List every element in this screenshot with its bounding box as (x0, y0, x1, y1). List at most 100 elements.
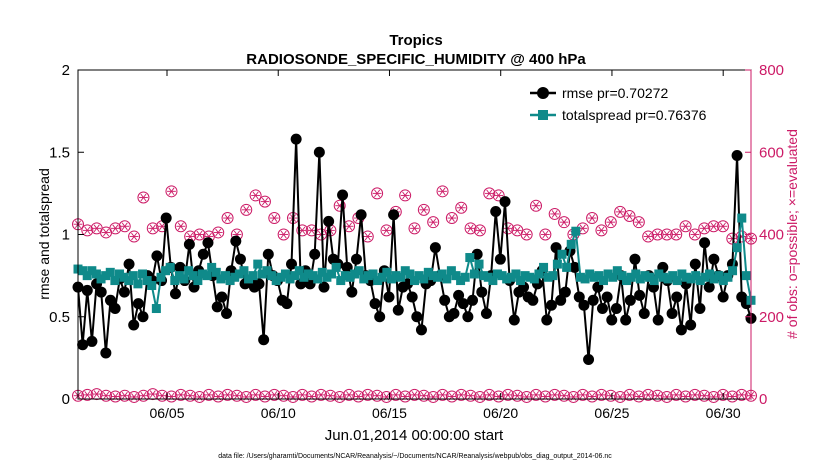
obs-upper-point (408, 222, 421, 235)
obs-possible-marker (408, 388, 421, 401)
obs-possible-marker (184, 389, 197, 402)
obs-possible-marker (268, 388, 281, 401)
rmse-point (708, 253, 720, 265)
totalspread-point (511, 269, 521, 279)
rmse-point (253, 278, 265, 290)
obs-possible-marker (193, 228, 206, 241)
obs-possible-marker (361, 388, 374, 401)
totalspread-point (548, 271, 558, 281)
obs-lower-point (698, 389, 711, 402)
obs-evaluated-stroke (187, 391, 194, 400)
totalspread-point (133, 279, 143, 289)
totalspread-point (428, 271, 438, 281)
obs-evaluated-stroke (346, 391, 353, 399)
obs-lower-point (679, 390, 692, 403)
obs-possible-marker (109, 222, 122, 235)
obs-evaluated-stroke (140, 193, 147, 202)
totalspread-point (188, 271, 198, 281)
rmse-point (290, 133, 302, 145)
obs-evaluated-stroke (177, 391, 184, 399)
totalspread-point (354, 266, 364, 276)
totalspread-point (705, 269, 715, 279)
totalspread-point (87, 266, 97, 276)
obs-upper-point (473, 224, 486, 237)
obs-possible-marker (371, 389, 384, 402)
rmse-point (286, 258, 298, 270)
totalspread-point (377, 272, 387, 282)
rmse-point (699, 237, 711, 249)
obs-possible-marker (417, 203, 430, 216)
obs-possible-marker (520, 228, 533, 241)
totalspread-point (119, 272, 129, 282)
obs-evaluated-stroke (719, 222, 726, 231)
obs-evaluated-stroke (504, 391, 511, 399)
rmse-point (476, 286, 488, 298)
obs-possible-marker (249, 189, 262, 202)
rmse-point (95, 286, 107, 298)
x-tick-label: 06/25 (594, 405, 629, 421)
rmse-point (406, 291, 418, 303)
obs-possible-marker (90, 388, 103, 401)
totalspread-point (184, 266, 194, 276)
totalspread-point (488, 276, 498, 286)
obs-evaluated-stroke (523, 230, 530, 239)
obs-possible-marker (399, 390, 412, 403)
rmse-point (197, 248, 209, 260)
footnote: data file: /Users/gharamti/Documents/NCA… (218, 453, 612, 460)
totalspread-point (345, 272, 355, 282)
obs-evaluated-stroke (561, 218, 568, 226)
rmse-point (606, 314, 618, 326)
rmse-point (221, 307, 233, 319)
obs-lower-point (651, 389, 664, 402)
obs-upper-point (258, 195, 271, 208)
obs-evaluated-stroke (439, 187, 446, 196)
obs-evaluated-stroke (140, 391, 147, 400)
obs-evaluated-stroke (318, 391, 325, 399)
rmse-point (467, 294, 479, 306)
y-right-tick-label: 400 (759, 227, 784, 244)
obs-evaluated-stroke (645, 232, 652, 241)
obs-upper-point (427, 216, 440, 229)
totalspread-point (128, 271, 138, 281)
totalspread-point (677, 269, 687, 279)
obs-evaluated-stroke (495, 191, 502, 200)
obs-evaluated-stroke (533, 391, 540, 399)
obs-possible-marker (464, 389, 477, 402)
totalspread-point (543, 272, 553, 282)
y-axis-label-right: # of obs: o=possible; ×=evaluated (784, 129, 800, 339)
obs-evaluated-stroke (579, 391, 586, 399)
obs-possible-marker (240, 390, 253, 403)
rmse-point (309, 248, 321, 260)
rmse-point (383, 291, 395, 303)
totalspread-point (285, 274, 295, 284)
rmse-point (169, 288, 181, 300)
rmse-point (211, 301, 223, 313)
totalspread-point (234, 269, 244, 279)
obs-upper-point (660, 228, 673, 241)
totalspread-point (267, 271, 277, 281)
obs-evaluated-stroke (486, 189, 493, 198)
obs-possible-marker (100, 389, 113, 402)
obs-lower-point (296, 388, 309, 401)
totalspread-point (253, 259, 263, 269)
obs-evaluated-stroke (233, 391, 240, 400)
rmse-point (86, 335, 98, 347)
rmse-point (634, 289, 646, 301)
totalspread-point (437, 269, 447, 279)
totalspread-point (516, 276, 526, 286)
obs-evaluated-stroke (448, 214, 455, 222)
obs-evaluated-stroke (280, 230, 287, 239)
obs-lower-point (464, 389, 477, 402)
obs-evaluated-stroke (149, 390, 156, 398)
obs-lower-point (100, 389, 113, 402)
obs-upper-point (670, 228, 683, 241)
obs-possible-marker (445, 212, 458, 225)
totalspread-point (271, 276, 281, 286)
obs-lower-point (735, 388, 748, 401)
rmse-point (671, 291, 683, 303)
obs-upper-point (520, 228, 533, 241)
obs-evaluated-stroke (411, 224, 418, 233)
totalspread-point (221, 271, 231, 281)
obs-possible-marker (128, 390, 141, 403)
